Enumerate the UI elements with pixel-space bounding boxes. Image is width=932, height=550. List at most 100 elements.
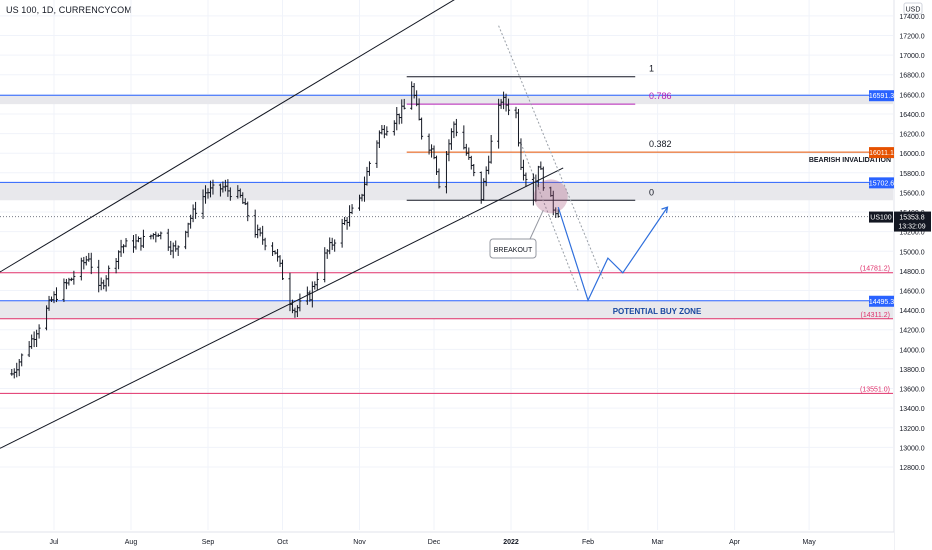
fib-level-label: 1 (649, 64, 654, 74)
time-tick-label: Sep (202, 539, 215, 546)
zone-band (0, 95, 893, 105)
level-price-label: 16011.1 (869, 150, 894, 157)
candle-bar (541, 166, 545, 191)
price-tick-label: 13200.0 (899, 426, 924, 433)
candle-bar (97, 259, 101, 293)
level-price-label: 16591.3 (869, 93, 894, 100)
price-tick-label: 14200.0 (899, 328, 924, 335)
candle-bar (472, 164, 476, 177)
currency-label: USD (906, 7, 921, 14)
candle-bar (82, 256, 86, 270)
candle-bar (141, 229, 145, 248)
candle-bar (281, 259, 285, 280)
overlays: BREAKOUT BEARISH INVALIDATION POTENTIAL BU… (489, 157, 891, 316)
candle-bar (330, 237, 334, 250)
price-tick-label: 14800.0 (899, 269, 924, 276)
price-tick-label: 16000.0 (899, 151, 924, 158)
bearish-invalidation-label: BEARISH INVALIDATION (809, 157, 891, 164)
price-axis-background (894, 0, 932, 550)
candle-bar (430, 144, 434, 158)
current-price-label: 15353.8 (899, 215, 924, 222)
price-tick-label: 14400.0 (899, 308, 924, 315)
symbol-tag (869, 211, 893, 223)
candle-bar (437, 168, 441, 189)
candle-bar (191, 204, 195, 223)
candle-bar (117, 250, 121, 270)
candle-bar (246, 201, 250, 222)
candle-bar (345, 217, 349, 230)
support-value-label: (14781.2) (860, 266, 890, 273)
candle-bar (489, 134, 493, 164)
candle-bar (462, 125, 466, 150)
channel-upper-line (1, 0, 455, 272)
candle-bar (104, 275, 108, 292)
price-tick-label: 13000.0 (899, 445, 924, 452)
currency-badge (903, 2, 923, 15)
candle-bar (124, 238, 128, 248)
candle-bar (261, 225, 265, 245)
candle-bar (107, 265, 111, 287)
zone-band (0, 300, 893, 319)
candle-bar (102, 279, 106, 290)
candle-bar (134, 233, 138, 250)
candle-bar (30, 334, 34, 349)
candle-bar (67, 277, 71, 286)
price-tick-label: 12800.0 (899, 465, 924, 472)
levels: 1 0.786 0.382 0 (0, 64, 893, 394)
candle-bar (298, 293, 302, 312)
countdown-label: 13:32:09 (898, 224, 925, 231)
price-tick-label: 15000.0 (899, 249, 924, 256)
candle-bar (176, 245, 180, 256)
time-tick-label: Aug (125, 539, 138, 546)
candle-bar (10, 369, 14, 376)
candle-bar (382, 125, 386, 139)
time-tick-label: Oct (277, 539, 288, 546)
potential-buy-zone-label: POTENTIAL BUY ZONE (613, 307, 702, 316)
candle-bar (524, 172, 528, 187)
candle-bar (516, 108, 520, 147)
price-tick-label: 17400.0 (899, 14, 924, 21)
candle-bar (402, 98, 406, 110)
breakout-label: BREAKOUT (494, 247, 533, 254)
candle-bar (487, 155, 491, 175)
candle-bar (211, 179, 215, 195)
price-tick-label: 17000.0 (899, 53, 924, 60)
level-price-label: 15702.6 (869, 180, 894, 187)
candle-bar (174, 240, 178, 252)
candle-bar (20, 353, 24, 367)
time-tick-label: Feb (582, 539, 594, 546)
time-axis[interactable]: Jul Aug Sep Oct Nov Dec 2022 Feb Mar Apr May (0, 531, 894, 550)
candle-bar (375, 140, 379, 168)
time-tick-label: Jul (50, 539, 59, 546)
breakout-highlight-circle (533, 179, 568, 214)
candle-bar (54, 287, 58, 303)
candle-bar (253, 209, 257, 238)
price-tick-label: 15600.0 (899, 190, 924, 197)
candle-bar (427, 133, 431, 155)
candle-bar (64, 278, 68, 290)
candle-bar (139, 237, 143, 251)
price-tick-label: 16200.0 (899, 132, 924, 139)
candle-bar (171, 242, 175, 259)
candle-bar (519, 138, 523, 171)
candle-bar (169, 240, 173, 256)
time-tick-label: 2022 (503, 539, 519, 546)
candle-bar (99, 277, 103, 291)
candle-bar (323, 247, 327, 283)
chart-title: US 100, 1D, CURRENCYCOM (6, 5, 132, 15)
price-tick-label: 16400.0 (899, 112, 924, 119)
candle-bar (348, 205, 352, 227)
price-tick-label: 15200.0 (899, 230, 924, 237)
candle-bar (184, 230, 188, 250)
candle-bar (136, 236, 140, 243)
candle-bar (385, 126, 389, 136)
candle-bar (447, 139, 451, 162)
support-value-label: (14311.2) (861, 312, 890, 319)
candle-bar (397, 113, 401, 125)
price-axis[interactable]: USD 12800.0 13000.0 13200.0 13400.0 13600.0 13… (860, 0, 932, 550)
candle-bar (521, 159, 525, 181)
symbol-tag-label: US100 (870, 215, 892, 222)
fib-level-label: 0.786 (649, 91, 672, 101)
candle-bar (454, 118, 458, 137)
